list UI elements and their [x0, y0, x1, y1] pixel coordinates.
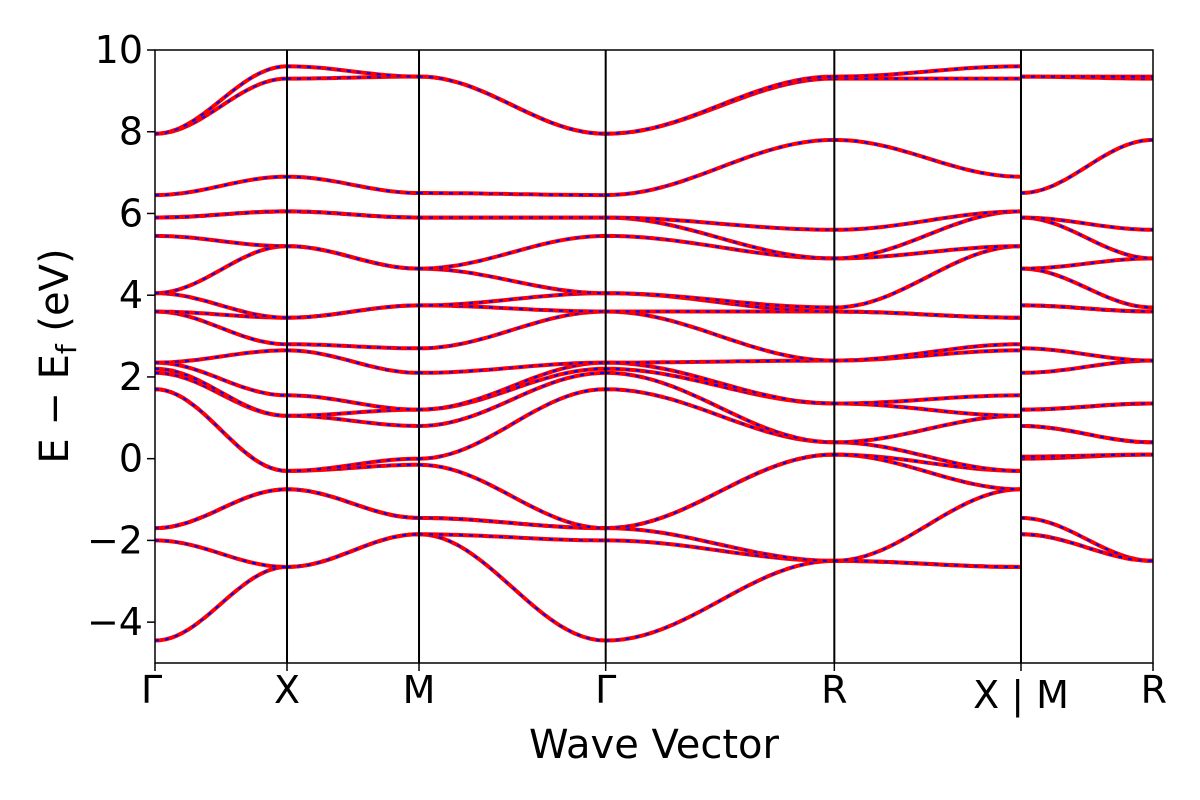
x-tick-label: R: [821, 668, 847, 712]
band-15-red: [154, 233, 1154, 271]
y-tick-label: 0: [119, 437, 143, 481]
x-tick-label: M: [403, 668, 436, 712]
x-axis-ticks: Γ X M Γ R X | M R: [141, 663, 1167, 718]
y-axis-title: E − Ef (eV): [32, 248, 83, 463]
band-17-blue: [154, 210, 1153, 231]
band-18-red: [154, 137, 1154, 198]
y-tick-label: −2: [87, 518, 143, 562]
y-axis-title-subscript: f: [50, 343, 83, 354]
band-19-red: [154, 74, 1153, 136]
y-tick-label: −4: [87, 600, 143, 644]
band-1-blue: [154, 516, 1154, 642]
band-3-blue: [154, 488, 1154, 562]
y-axis-title-main: E − E: [32, 354, 78, 464]
band-19-blue: [154, 75, 1153, 135]
band-8-blue: [154, 367, 1153, 417]
band-8-red: [154, 366, 1153, 418]
band-12-blue: [154, 304, 1153, 319]
band-10-red: [155, 348, 1153, 375]
x-tick-label: R: [1141, 668, 1167, 712]
plot-frame: [154, 49, 1154, 664]
y-tick-label: 10: [95, 28, 143, 72]
band-14-red: [154, 244, 1154, 310]
y-tick-label: 8: [119, 110, 143, 154]
band-5-red: [154, 387, 1153, 531]
band-10-blue: [155, 349, 1153, 374]
band-13-red: [154, 291, 1153, 320]
band-13-blue: [154, 292, 1153, 319]
band-5-blue: [154, 388, 1153, 530]
band-11-red: [154, 309, 1154, 363]
y-axis-ticks: −4 −2 0 2 4 6 8 10: [87, 28, 155, 644]
band-lines: [154, 64, 1154, 643]
x-axis-title: Wave Vector: [529, 722, 780, 768]
band-15-blue: [154, 234, 1154, 270]
y-tick-label: 2: [119, 355, 143, 399]
y-tick-label: 6: [119, 191, 143, 235]
band-7-red: [154, 370, 1153, 445]
y-axis-title-unit: (eV): [32, 248, 78, 344]
y-tick-label: 4: [119, 273, 143, 317]
band-6-red: [154, 387, 1153, 473]
band-9-red: [154, 360, 1153, 412]
band-7-blue: [154, 371, 1153, 444]
band-1-red: [154, 515, 1154, 643]
band-2-red: [154, 532, 1154, 569]
band-20-blue: [154, 65, 1153, 135]
band-3-red: [154, 487, 1154, 563]
x-tick-label: Γ: [595, 668, 616, 712]
band-14-blue: [154, 245, 1154, 309]
band-6-blue: [154, 388, 1153, 472]
x-tick-label: X: [274, 668, 300, 712]
band-9-blue: [154, 361, 1153, 411]
band-20-red: [154, 64, 1153, 136]
band-2-blue: [154, 533, 1154, 568]
x-tick-label: Γ: [141, 668, 162, 712]
x-tick-label: X | M: [973, 673, 1069, 718]
high-symmetry-lines: [286, 50, 1022, 663]
band-18-blue: [154, 138, 1154, 197]
